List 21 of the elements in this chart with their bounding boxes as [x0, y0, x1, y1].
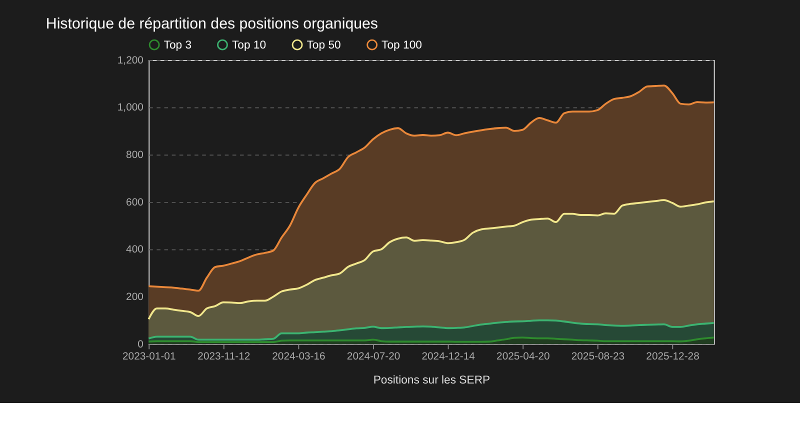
x-tick-label: 2024-07-20	[346, 352, 400, 363]
y-tick-label: 1,000	[117, 102, 144, 114]
x-tick-label: 2024-12-14	[422, 352, 476, 363]
x-tick-label: 2024-03-16	[272, 352, 326, 363]
x-tick-label: 2023-11-12	[198, 352, 250, 363]
x-tick-label: 2023-01-01	[122, 352, 176, 363]
legend-label: Top 10	[232, 40, 266, 52]
y-tick-label: 200	[126, 292, 144, 303]
x-axis-title: Positions sur les SERP	[373, 374, 490, 386]
chart-title: Historique de répartition des positions organiques	[46, 16, 378, 33]
legend-label: Top 3	[164, 40, 192, 52]
x-tick-label: 2025-04-20	[496, 352, 550, 363]
y-tick-label: 400	[126, 244, 144, 256]
y-tick-label: 600	[126, 197, 144, 208]
legend-label: Top 50	[306, 40, 341, 52]
x-tick-label: 2025-12-28	[646, 352, 700, 363]
y-tick-label: 0	[138, 339, 144, 350]
y-tick-label: 800	[126, 150, 144, 161]
y-tick-label: 1,200	[117, 55, 144, 66]
x-tick-label: 2025-08-23	[571, 352, 625, 363]
legend-label: Top 100	[382, 40, 422, 52]
